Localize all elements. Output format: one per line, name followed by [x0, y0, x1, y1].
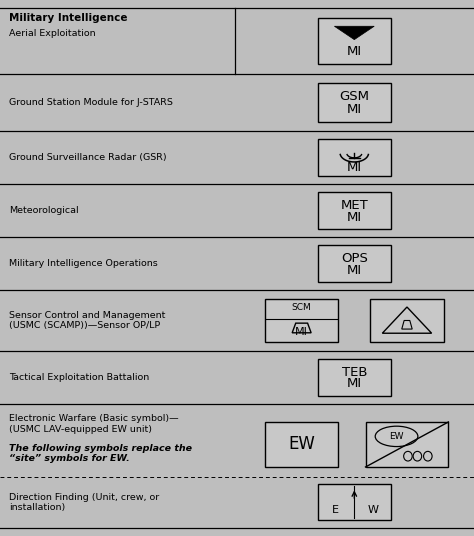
Text: MI: MI [347, 264, 362, 277]
Text: Ground Station Module for J-STARS: Ground Station Module for J-STARS [9, 98, 173, 107]
Text: EW: EW [288, 435, 315, 453]
Text: W: W [368, 505, 379, 515]
Bar [318, 245, 391, 282]
Text: Ground Surveillance Radar (GSR): Ground Surveillance Radar (GSR) [9, 153, 167, 162]
Polygon shape [334, 26, 374, 40]
Text: Tactical Exploitation Battalion: Tactical Exploitation Battalion [9, 373, 150, 382]
Text: Aerial Exploitation: Aerial Exploitation [9, 28, 96, 38]
Bar [370, 300, 444, 341]
Bar [265, 300, 338, 341]
Text: The following symbols replace the
“site” symbols for EW.: The following symbols replace the “site”… [9, 444, 192, 463]
Text: MI: MI [347, 377, 362, 391]
Text: SCM: SCM [292, 302, 311, 311]
Text: Military Intelligence: Military Intelligence [9, 13, 128, 24]
Text: Direction Finding (Unit, crew, or
installation): Direction Finding (Unit, crew, or instal… [9, 493, 160, 512]
Bar [318, 139, 391, 176]
Text: MI: MI [347, 44, 362, 58]
Bar [365, 422, 448, 467]
Bar [318, 83, 391, 123]
Text: Meteorological: Meteorological [9, 206, 79, 215]
Text: MI: MI [347, 161, 362, 174]
Text: MI: MI [347, 211, 362, 224]
Bar [318, 192, 391, 229]
Text: Electronic Warfare (Basic symbol)—
(USMC LAV-equipped EW unit): Electronic Warfare (Basic symbol)— (USMC… [9, 414, 179, 434]
Text: E: E [332, 505, 339, 515]
Text: OPS: OPS [341, 252, 368, 265]
Bar [318, 18, 391, 64]
Bar [318, 484, 391, 520]
Bar [318, 359, 391, 396]
Text: GSM: GSM [339, 91, 369, 103]
Text: MI: MI [295, 327, 308, 337]
Text: EW: EW [389, 432, 404, 441]
Text: TEB: TEB [342, 366, 367, 378]
Bar [265, 422, 338, 467]
Text: MET: MET [340, 199, 368, 212]
Text: MI: MI [347, 103, 362, 116]
Text: Military Intelligence Operations: Military Intelligence Operations [9, 259, 158, 269]
Text: Sensor Control and Management
(USMC (SCAMP))—Sensor OP/LP: Sensor Control and Management (USMC (SCA… [9, 311, 166, 330]
